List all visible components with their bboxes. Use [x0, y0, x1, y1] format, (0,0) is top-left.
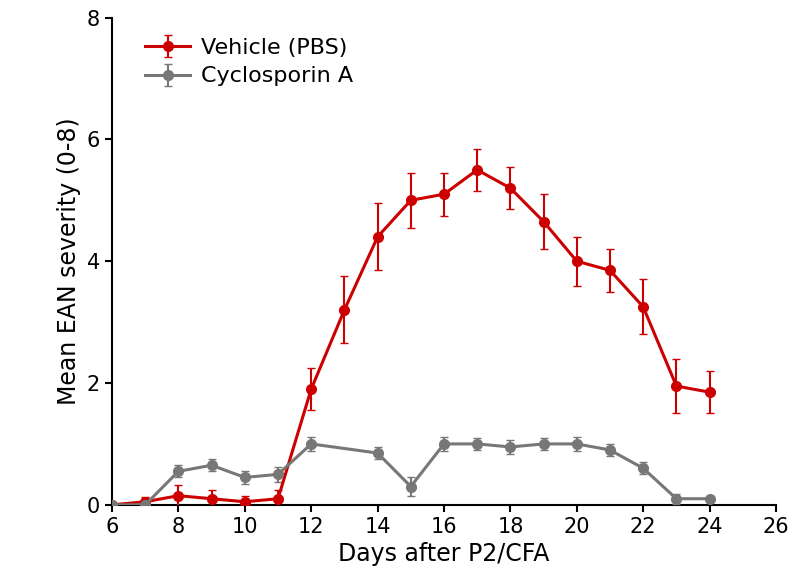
X-axis label: Days after P2/CFA: Days after P2/CFA	[338, 542, 550, 566]
Y-axis label: Mean EAN severity (0-8): Mean EAN severity (0-8)	[58, 117, 82, 405]
Legend: Vehicle (PBS), Cyclosporin A: Vehicle (PBS), Cyclosporin A	[136, 29, 362, 96]
